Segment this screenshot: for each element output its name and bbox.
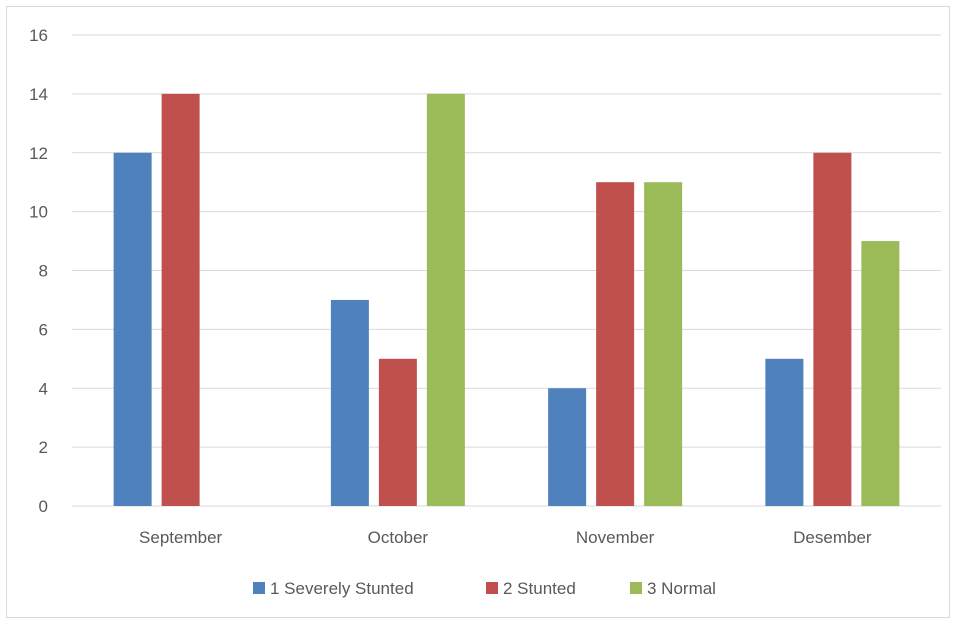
y-tick-label: 6 xyxy=(39,320,48,339)
x-category-label: September xyxy=(139,528,222,547)
bar-1-september xyxy=(113,152,152,506)
bar-2-november xyxy=(596,182,635,506)
legend-swatch xyxy=(630,582,642,594)
bar-3-november xyxy=(644,182,683,506)
x-category-label: November xyxy=(576,528,655,547)
y-axis-ticks: 0 2 4 6 8 10 12 14 16 xyxy=(29,26,48,516)
y-tick-label: 4 xyxy=(39,379,48,398)
bar-2-desember xyxy=(813,152,852,506)
legend-label: 1 Severely Stunted xyxy=(270,579,414,598)
legend-label: 3 Normal xyxy=(647,579,716,598)
x-axis-labels: September October November Desember xyxy=(139,528,872,547)
y-tick-label: 0 xyxy=(39,497,48,516)
gridlines xyxy=(72,34,941,507)
y-tick-label: 8 xyxy=(39,262,48,281)
y-tick-label: 12 xyxy=(29,144,48,163)
bar-2-october xyxy=(378,358,417,506)
y-tick-label: 2 xyxy=(39,438,48,457)
legend: 1 Severely Stunted 2 Stunted 3 Normal xyxy=(253,579,716,598)
y-tick-label: 16 xyxy=(29,26,48,45)
bar-3-october xyxy=(426,93,465,506)
bar-3-desember xyxy=(861,241,900,506)
legend-swatch xyxy=(253,582,265,594)
y-tick-label: 14 xyxy=(29,85,48,104)
legend-swatch xyxy=(486,582,498,594)
bars xyxy=(113,93,900,506)
y-tick-label: 10 xyxy=(29,203,48,222)
x-category-label: Desember xyxy=(793,528,872,547)
x-category-label: October xyxy=(368,528,429,547)
bar-1-october xyxy=(330,299,369,506)
bar-1-november xyxy=(548,388,587,506)
legend-label: 2 Stunted xyxy=(503,579,576,598)
bar-1-desember xyxy=(765,358,804,506)
bar-2-september xyxy=(161,93,200,506)
